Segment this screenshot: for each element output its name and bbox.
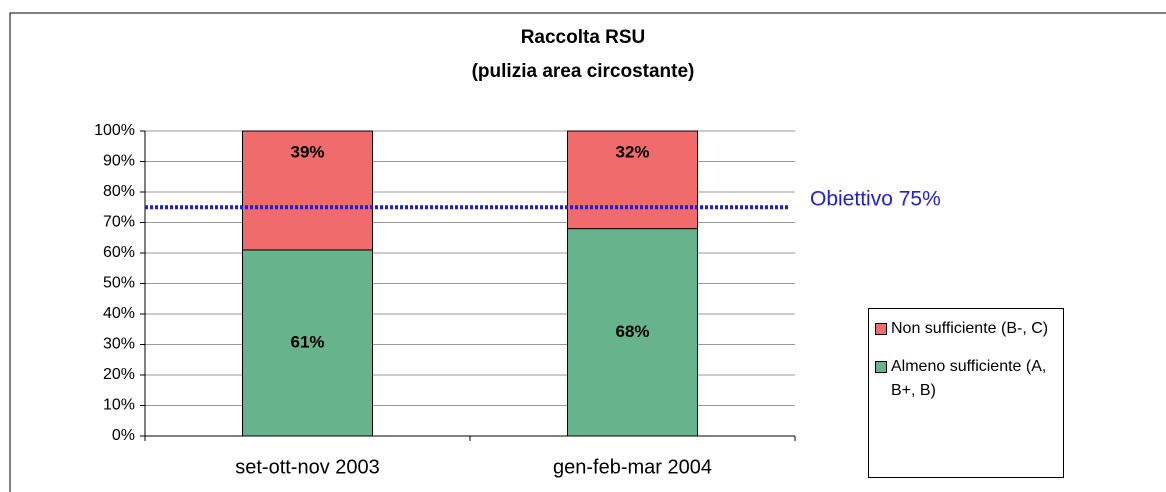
chart-title: Raccolta RSU <box>521 27 646 48</box>
legend-swatch <box>875 361 887 373</box>
bar-segment <box>567 130 698 230</box>
y-tick-label: 90% <box>103 153 135 170</box>
y-tick-label: 40% <box>103 305 135 322</box>
y-tick-label: 30% <box>103 336 135 353</box>
chart-subtitle: (pulizia area circostante) <box>472 61 695 82</box>
data-label: 39% <box>290 142 324 161</box>
legend-label: Almeno sufficiente (A, B+, B) <box>891 358 1047 399</box>
y-tick-label: 10% <box>103 397 135 414</box>
legend: Non sufficiente (B-, C) Almeno sufficient… <box>868 308 1064 478</box>
data-label: 32% <box>615 142 649 161</box>
y-tick-label: 0% <box>112 427 135 444</box>
y-tick-label: 50% <box>103 275 135 292</box>
bar-segment <box>242 130 373 251</box>
y-tick-label: 20% <box>103 366 135 383</box>
x-tick-label: set-ott-nov 2003 <box>235 456 380 478</box>
target-label: Obiettivo 75% <box>810 188 941 211</box>
legend-entry: Almeno sufficiente (A, B+, B) <box>875 355 1057 403</box>
legend-entry: Non sufficiente (B-, C) <box>875 317 1057 341</box>
bar-segment <box>242 249 373 437</box>
x-tick-label: gen-feb-mar 2004 <box>553 456 712 478</box>
y-tick-label: 60% <box>103 244 135 261</box>
y-tick-label: 80% <box>103 183 135 200</box>
data-label: 61% <box>290 332 324 351</box>
y-tick-label: 100% <box>94 122 135 139</box>
y-tick-label: 70% <box>103 214 135 231</box>
legend-label: Non sufficiente (B-, C) <box>891 320 1049 337</box>
bar-segment <box>567 228 698 437</box>
legend-swatch <box>875 323 887 335</box>
data-label: 68% <box>615 322 649 341</box>
